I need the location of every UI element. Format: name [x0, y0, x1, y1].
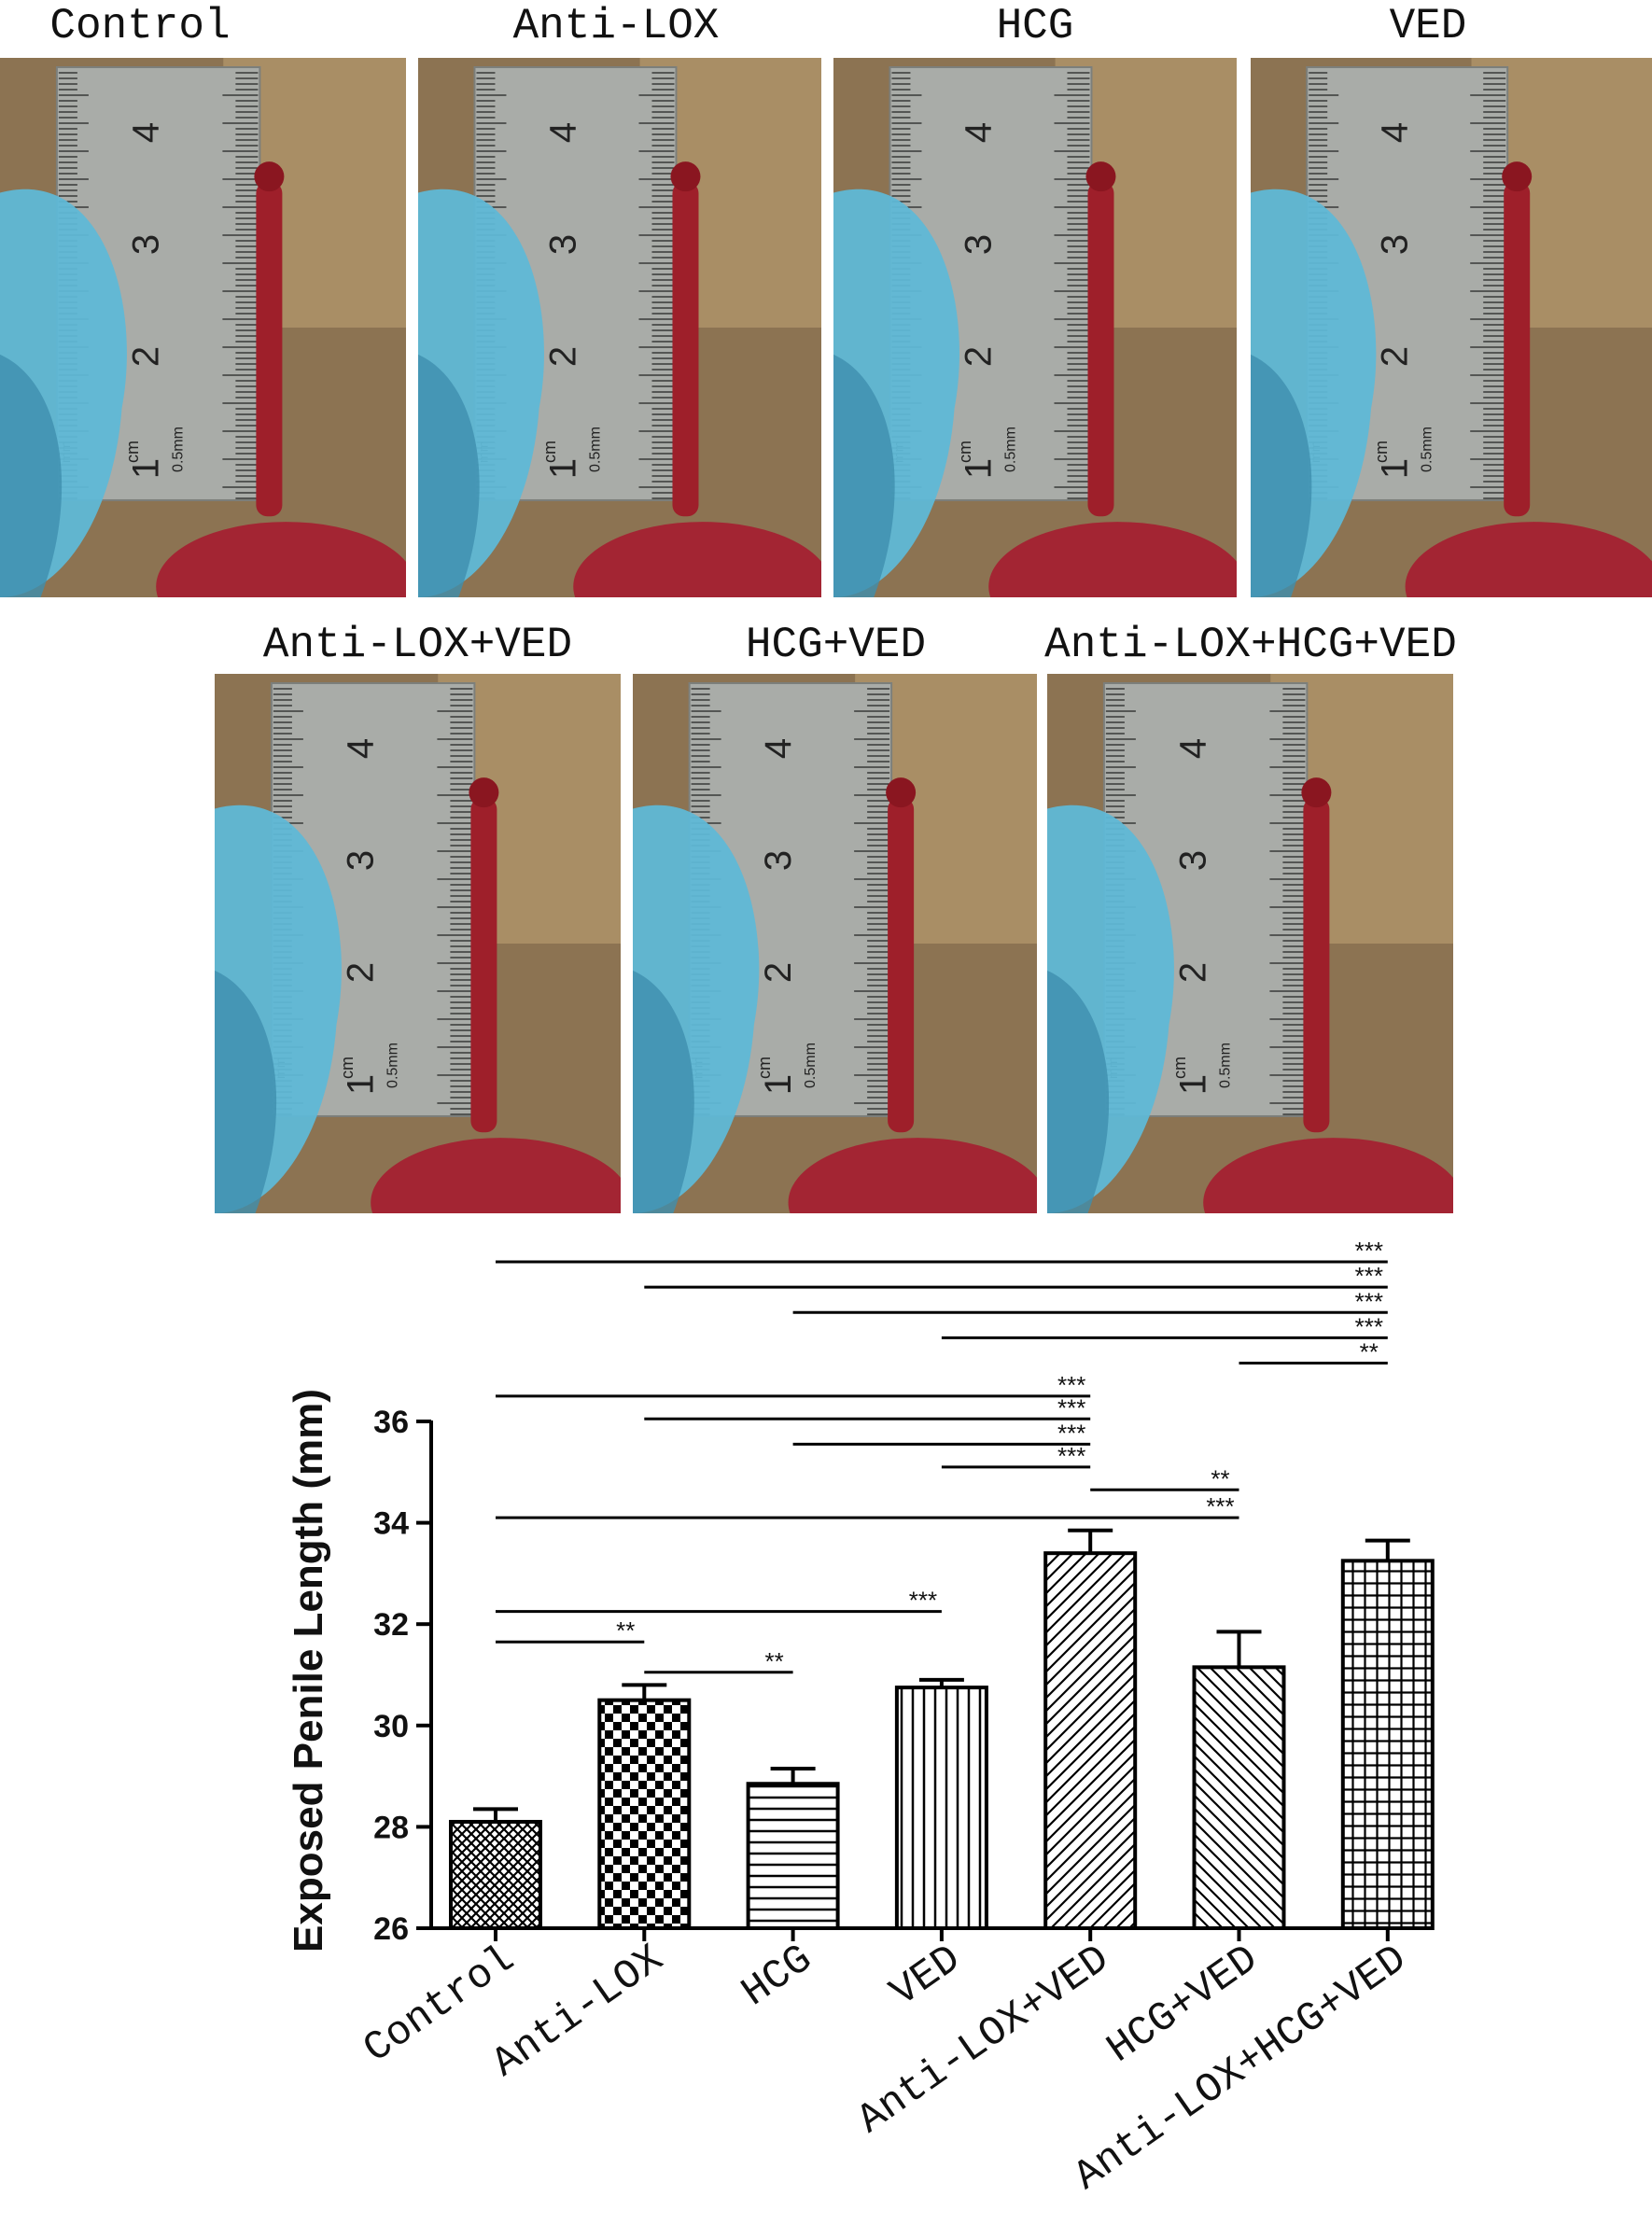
- svg-text:cm: cm: [956, 441, 974, 463]
- svg-text:3: 3: [126, 234, 167, 255]
- bar-hcg: [746, 1782, 840, 1930]
- svg-text:4: 4: [958, 122, 999, 143]
- photo-anti-lox: 4321cmmm0.5mm: [418, 58, 821, 597]
- svg-text:4: 4: [758, 738, 799, 759]
- significance-label: ***: [1355, 1312, 1383, 1340]
- y-tick-label: 32: [373, 1607, 409, 1643]
- panel-label-control: Control: [49, 2, 231, 50]
- bar-anti-lox-hcg-ved: [1340, 1559, 1435, 1930]
- svg-text:4: 4: [126, 122, 167, 143]
- significance-label: ***: [909, 1587, 937, 1615]
- significance-label: ***: [1355, 1262, 1383, 1290]
- bar-anti-lox: [597, 1698, 692, 1931]
- significance-label: ***: [1057, 1371, 1085, 1399]
- significance-label: ***: [1057, 1419, 1085, 1447]
- svg-text:cm: cm: [338, 1057, 357, 1079]
- svg-text:2: 2: [542, 346, 583, 367]
- svg-text:3: 3: [1375, 234, 1416, 255]
- y-tick-label: 26: [373, 1911, 409, 1947]
- panel-label-anti-lox-ved: Anti-LOX+VED: [262, 621, 573, 669]
- svg-text:2: 2: [958, 346, 999, 367]
- svg-text:3: 3: [341, 850, 382, 871]
- svg-text:3: 3: [1173, 850, 1214, 871]
- y-tick-label: 34: [373, 1506, 409, 1542]
- svg-text:4: 4: [341, 738, 382, 759]
- svg-text:1: 1: [542, 458, 583, 479]
- significance-label: **: [1211, 1464, 1229, 1492]
- svg-text:2: 2: [341, 962, 382, 983]
- svg-text:1: 1: [1173, 1074, 1214, 1095]
- photo-hcg: 4321cmmm0.5mm: [833, 58, 1237, 597]
- bar-control: [449, 1819, 542, 1930]
- significance-label: ***: [1057, 1442, 1085, 1470]
- photo-ved: 4321cmmm0.5mm: [1251, 58, 1652, 597]
- svg-text:cm: cm: [755, 1057, 774, 1079]
- svg-text:0.5mm: 0.5mm: [385, 1043, 401, 1088]
- svg-text:0.5mm: 0.5mm: [587, 427, 603, 472]
- significance-label: ***: [1057, 1393, 1085, 1421]
- svg-text:cm: cm: [123, 441, 142, 463]
- photo-control: 4321cmmm0.5mm: [0, 58, 406, 597]
- significance-label: ***: [1355, 1237, 1383, 1265]
- significance-label: ***: [1355, 1287, 1383, 1315]
- svg-text:4: 4: [542, 122, 583, 143]
- significance-label: **: [616, 1616, 635, 1644]
- svg-text:2: 2: [1173, 962, 1214, 983]
- y-tick-label: 36: [373, 1405, 409, 1440]
- svg-text:cm: cm: [1170, 1057, 1189, 1079]
- y-tick-label: 30: [373, 1709, 409, 1744]
- svg-text:1: 1: [126, 458, 167, 479]
- panel-label-hcg: HCG: [996, 2, 1074, 50]
- svg-text:3: 3: [958, 234, 999, 255]
- svg-text:1: 1: [758, 1074, 799, 1095]
- y-tick-label: 28: [373, 1810, 409, 1845]
- svg-text:0.5mm: 0.5mm: [171, 427, 187, 472]
- svg-text:0.5mm: 0.5mm: [1420, 427, 1435, 472]
- photo-anti-lox-ved: 4321cmmm0.5mm: [215, 674, 621, 1213]
- svg-text:0.5mm: 0.5mm: [803, 1043, 819, 1088]
- x-tick-label: HCG: [734, 1937, 821, 2017]
- svg-text:3: 3: [542, 234, 583, 255]
- svg-text:2: 2: [126, 346, 167, 367]
- svg-text:1: 1: [1375, 458, 1416, 479]
- svg-text:4: 4: [1173, 738, 1214, 759]
- svg-text:2: 2: [758, 962, 799, 983]
- bar-ved: [894, 1686, 988, 1930]
- panel-label-ved: VED: [1389, 2, 1467, 50]
- svg-text:1: 1: [341, 1074, 382, 1095]
- svg-text:0.5mm: 0.5mm: [1218, 1043, 1234, 1088]
- photo-anti-lox-hcg-ved: 4321cmmm0.5mm: [1047, 674, 1453, 1213]
- svg-text:3: 3: [758, 850, 799, 871]
- svg-text:4: 4: [1375, 122, 1416, 143]
- bar-anti-lox-ved: [1043, 1551, 1138, 1931]
- bar-hcg-ved: [1192, 1665, 1286, 1930]
- photo-hcg-ved: 4321cmmm0.5mm: [633, 674, 1037, 1213]
- svg-text:2: 2: [1375, 346, 1416, 367]
- svg-text:cm: cm: [540, 441, 559, 463]
- svg-text:0.5mm: 0.5mm: [1002, 427, 1018, 472]
- significance-label: ***: [1206, 1492, 1234, 1520]
- panel-label-anti-lox: Anti-LOX: [512, 2, 720, 50]
- x-tick-label: VED: [882, 1937, 970, 2017]
- panel-label-hcg-ved: HCG+VED: [745, 621, 927, 669]
- significance-label: **: [1360, 1338, 1379, 1366]
- significance-label: **: [764, 1647, 783, 1675]
- panel-label-anti-lox-hcg-ved: Anti-LOX+HCG+VED: [1044, 621, 1457, 669]
- x-tick-label: Anti-LOX+VED: [849, 1937, 1118, 2145]
- y-axis-label: Exposed Penile Length (mm): [286, 1389, 331, 1952]
- svg-text:1: 1: [958, 458, 999, 479]
- svg-text:cm: cm: [1372, 441, 1391, 463]
